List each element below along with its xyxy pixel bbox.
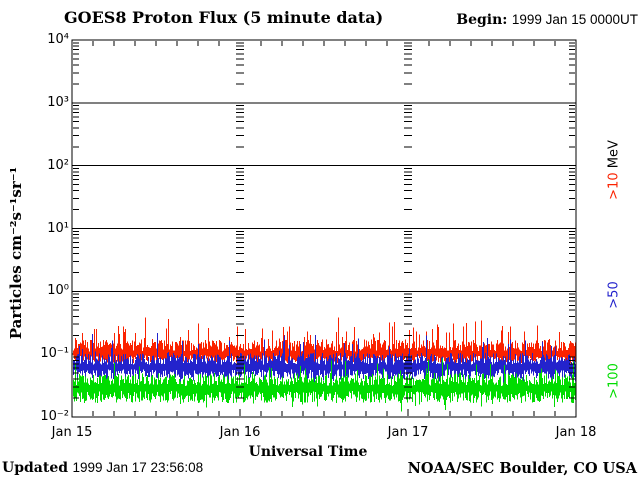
flux-trace-gt100 [72,358,577,412]
updated-timestamp: Updated 1999 Jan 17 23:56:08 [2,460,203,476]
x-tick-label: Jan 16 [219,425,261,440]
y-tick-label: 10⁻¹ [40,346,69,362]
y-tick-label: 10³ [47,94,69,110]
legend-entry-gt10: >10 MeV [607,140,622,200]
legend-entry-gt50: >50 [607,281,622,308]
y-tick-label: 10⁴ [47,32,69,47]
noaa-credit: NOAA/SEC Boulder, CO USA [407,460,637,477]
begin-label: Begin: [456,12,508,28]
x-tick-label: Jan 15 [51,425,93,440]
updated-value: 1999 Jan 17 23:56:08 [72,460,204,475]
updated-label: Updated [2,460,69,476]
x-tick-label: Jan 18 [555,425,597,440]
legend-unit-label: MeV [606,140,622,173]
y-tick-label: 10⁻² [40,409,69,424]
legend-channel-label: >100 [606,363,622,399]
legend-channel-label: >10 [606,172,622,200]
y-tick-label: 10¹ [47,220,69,236]
chart-title: GOES8 Proton Flux (5 minute data) [64,8,384,27]
begin-value: 1999 Jan 15 0000UT [511,12,638,27]
y-tick-label: 10² [47,157,69,173]
x-tick-label: Jan 17 [387,425,429,440]
begin-timestamp: Begin: 1999 Jan 15 0000UT [456,12,638,28]
legend-channel-label: >50 [606,281,622,309]
plot-frame [71,39,577,418]
y-axis-title: Particles cm⁻²s⁻¹sr⁻¹ [7,166,25,340]
y-tick-label: 10⁰ [47,283,69,299]
legend-entry-gt100: >100 [607,363,622,399]
x-axis-title: Universal Time [248,444,368,460]
